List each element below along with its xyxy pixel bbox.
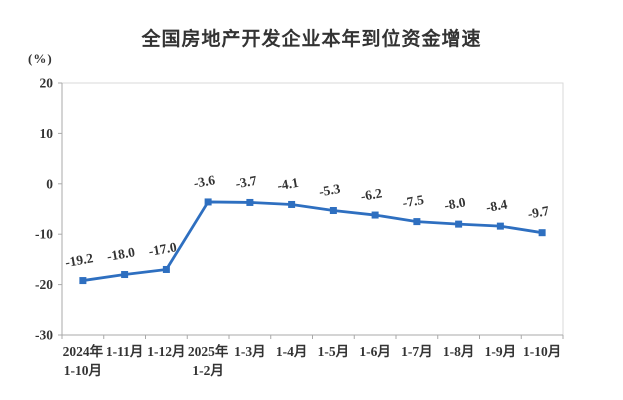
y-tick-label: 0 [46,176,53,191]
x-axis-label: 2025年 [188,343,229,359]
data-point-marker [79,277,87,285]
y-tick-label: -30 [35,328,53,343]
data-point-marker [455,220,463,228]
data-point-marker [288,200,296,208]
data-label: -6.2 [360,185,384,204]
y-tick-label: 10 [40,126,54,141]
x-axis-label: 1-4月 [276,344,308,359]
x-axis-label: 1-3月 [234,344,266,359]
data-point-marker [538,229,546,237]
data-label: -8.0 [443,194,467,213]
x-axis-label: 1-9月 [485,344,517,359]
data-label: -5.3 [318,181,342,200]
data-label: -17.0 [147,239,178,259]
x-axis-label: 1-2月 [192,363,224,378]
data-point-marker [413,218,421,226]
data-point-marker [329,207,337,215]
chart-title: 全国房地产开发企业本年到位资金增速 [141,29,482,50]
data-point-marker [121,271,129,279]
data-point-marker [496,222,504,230]
x-axis-label: 1-11月 [106,344,144,359]
x-axis-label: 1-12月 [147,344,185,359]
x-axis-label: 1-10月 [64,363,102,378]
data-point-marker [162,265,170,273]
data-label: -19.2 [64,250,95,270]
y-tick-label: -20 [35,277,53,292]
data-label: -4.1 [276,175,300,194]
x-axis-label: 1-10月 [523,344,561,359]
data-label: -18.0 [106,244,137,264]
data-line [82,200,543,282]
x-axis-label: 1-5月 [318,344,350,359]
data-point-marker [204,198,212,206]
y-tick-label: -10 [35,227,53,242]
data-label: -8.4 [485,196,509,215]
data-label: -3.7 [234,173,258,192]
data-label: -7.5 [401,192,425,211]
x-axis-label: 2024年 [63,343,104,359]
data-label: -9.7 [527,203,551,222]
x-axis-label: 1-8月 [443,344,475,359]
data-point-marker [246,198,254,206]
y-axis-unit-label: (%) [28,51,53,66]
data-label: -3.6 [193,172,217,191]
data-point-marker [371,211,379,219]
x-axis-label: 1-7月 [401,344,433,359]
y-tick-label: 20 [40,76,54,91]
x-axis-label: 1-6月 [359,344,391,359]
